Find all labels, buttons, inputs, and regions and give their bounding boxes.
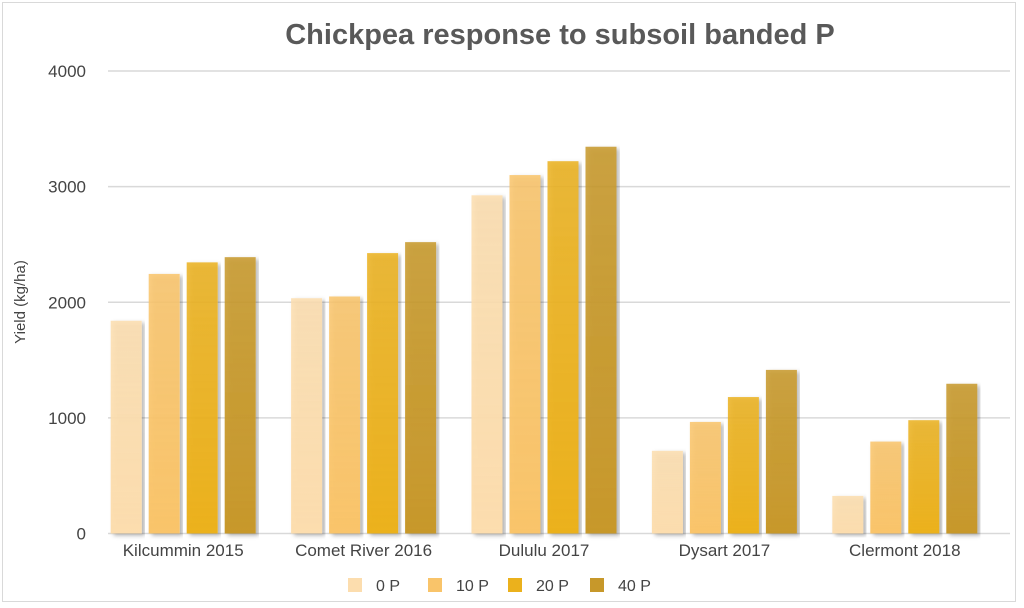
bar-10p-0 bbox=[148, 273, 180, 534]
bar-20p-1 bbox=[367, 253, 399, 534]
x-tick-label: Kilcummin 2015 bbox=[123, 541, 244, 560]
bar-10p-1 bbox=[329, 296, 361, 534]
bar-0p-0 bbox=[110, 320, 142, 534]
bar-40p-1 bbox=[405, 242, 437, 534]
legend-label: 0 P bbox=[376, 578, 400, 595]
bar-0p-2 bbox=[471, 195, 503, 534]
bar-0p-1 bbox=[291, 298, 323, 534]
legend-label: 10 P bbox=[456, 578, 489, 595]
legend-label: 40 P bbox=[618, 578, 651, 595]
y-tick-label: 4000 bbox=[48, 62, 86, 81]
y-tick-label: 3000 bbox=[48, 178, 86, 197]
chart-frame bbox=[2, 2, 1016, 602]
chart-title: Chickpea response to subsoil banded P bbox=[285, 19, 835, 51]
legend-label: 20 P bbox=[536, 578, 569, 595]
legend-swatch bbox=[590, 578, 604, 592]
y-tick-label: 2000 bbox=[48, 293, 86, 312]
bar-0p-3 bbox=[651, 450, 683, 534]
y-tick-label: 0 bbox=[77, 525, 86, 544]
legend-swatch bbox=[428, 578, 442, 592]
bar-20p-0 bbox=[186, 262, 218, 534]
bar-40p-2 bbox=[585, 146, 617, 534]
bar-20p-4 bbox=[908, 420, 940, 534]
bar-10p-4 bbox=[870, 441, 902, 534]
legend-swatch bbox=[348, 578, 362, 592]
y-axis-label: Yield (kg/ha) bbox=[12, 260, 29, 344]
bar-10p-2 bbox=[509, 175, 541, 534]
bar-40p-0 bbox=[224, 257, 256, 534]
bar-10p-3 bbox=[689, 421, 721, 534]
x-tick-label: Dululu 2017 bbox=[499, 541, 590, 560]
bar-20p-3 bbox=[727, 397, 759, 534]
x-tick-label: Clermont 2018 bbox=[849, 541, 961, 560]
bar-40p-4 bbox=[946, 383, 978, 534]
x-tick-label: Dysart 2017 bbox=[679, 541, 771, 560]
bar-40p-3 bbox=[765, 369, 797, 534]
legend-swatch bbox=[508, 578, 522, 592]
bar-20p-2 bbox=[547, 161, 579, 534]
x-tick-label: Comet River 2016 bbox=[295, 541, 432, 560]
y-tick-label: 1000 bbox=[48, 409, 86, 428]
bar-0p-4 bbox=[832, 495, 864, 534]
